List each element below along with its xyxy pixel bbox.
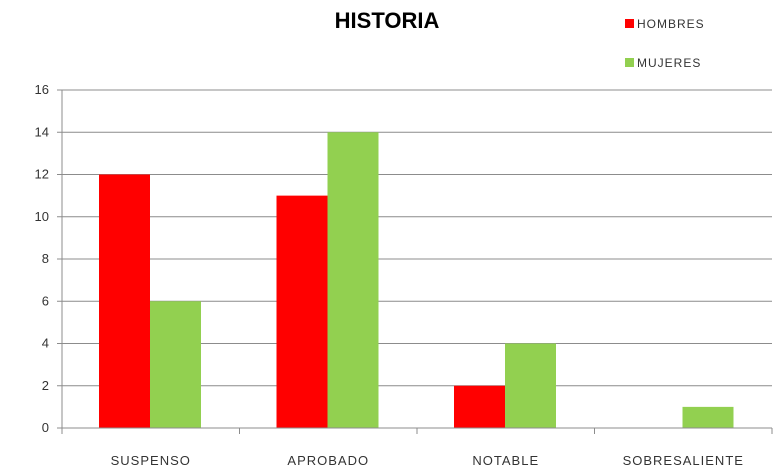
- legend: HOMBRES MUJERES: [625, 17, 705, 70]
- y-tick-label: 8: [42, 251, 49, 266]
- legend-swatch-mujeres: [625, 58, 634, 67]
- bars: [99, 132, 734, 428]
- legend-label-mujeres: MUJERES: [637, 56, 701, 70]
- axes: 0 2 4 6 8 10 12 14 16 SUSPENSO APROBADO NOTABLE SOBR…: [35, 82, 773, 468]
- y-tick-label: 4: [42, 336, 49, 351]
- x-category-label: APROBADO: [287, 453, 369, 468]
- x-category-label: SUSPENSO: [111, 453, 191, 468]
- y-tick-label: 10: [35, 209, 49, 224]
- y-tick-label: 12: [35, 167, 49, 182]
- chart-title: HISTORIA: [335, 8, 440, 33]
- legend-swatch-hombres: [625, 19, 634, 28]
- bar-hombres-suspenso: [99, 174, 150, 428]
- x-category-label: SOBRESALIENTE: [623, 453, 744, 468]
- bar-hombres-notable: [454, 385, 505, 428]
- legend-label-hombres: HOMBRES: [637, 17, 705, 31]
- bar-mujeres-notable: [505, 343, 556, 428]
- y-tick-label: 16: [35, 82, 49, 97]
- y-tick-label: 14: [35, 124, 49, 139]
- bar-mujeres-sobresaliente: [682, 406, 734, 428]
- bar-hombres-aprobado: [276, 195, 328, 428]
- y-tick-label: 0: [42, 420, 49, 435]
- y-tick-label: 6: [42, 293, 49, 308]
- bar-mujeres-suspenso: [150, 301, 201, 428]
- y-tick-label: 2: [42, 378, 49, 393]
- bar-mujeres-aprobado: [327, 132, 379, 428]
- x-category-label: NOTABLE: [472, 453, 539, 468]
